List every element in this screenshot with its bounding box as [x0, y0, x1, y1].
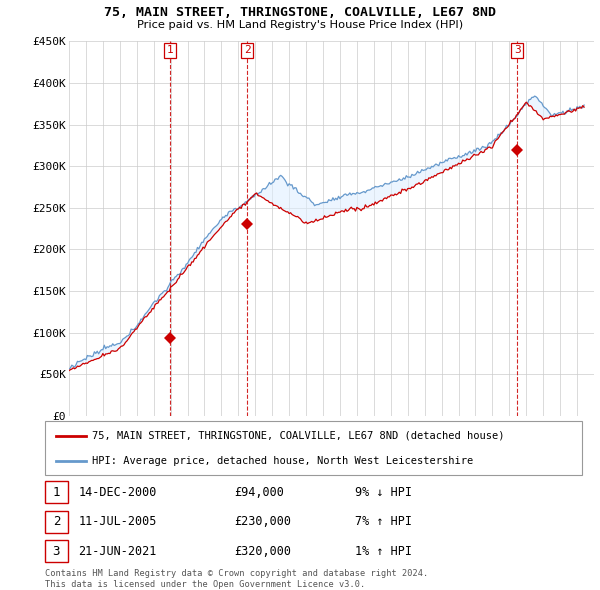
Text: 7% ↑ HPI: 7% ↑ HPI [355, 515, 412, 529]
Text: 1: 1 [53, 486, 60, 499]
Text: 2: 2 [244, 45, 251, 55]
Text: 2: 2 [53, 515, 60, 529]
Text: 9% ↓ HPI: 9% ↓ HPI [355, 486, 412, 499]
Text: 21-JUN-2021: 21-JUN-2021 [79, 545, 157, 558]
Text: 75, MAIN STREET, THRINGSTONE, COALVILLE, LE67 8ND: 75, MAIN STREET, THRINGSTONE, COALVILLE,… [104, 6, 496, 19]
Text: 75, MAIN STREET, THRINGSTONE, COALVILLE, LE67 8ND (detached house): 75, MAIN STREET, THRINGSTONE, COALVILLE,… [92, 431, 504, 441]
Text: 11-JUL-2005: 11-JUL-2005 [79, 515, 157, 529]
Text: £320,000: £320,000 [235, 545, 292, 558]
Text: 1% ↑ HPI: 1% ↑ HPI [355, 545, 412, 558]
Text: Price paid vs. HM Land Registry's House Price Index (HPI): Price paid vs. HM Land Registry's House … [137, 20, 463, 30]
Text: 14-DEC-2000: 14-DEC-2000 [79, 486, 157, 499]
Text: 3: 3 [53, 545, 60, 558]
Text: £230,000: £230,000 [235, 515, 292, 529]
Text: 1: 1 [166, 45, 173, 55]
Text: 3: 3 [514, 45, 521, 55]
Text: HPI: Average price, detached house, North West Leicestershire: HPI: Average price, detached house, Nort… [92, 457, 473, 466]
Text: £94,000: £94,000 [235, 486, 284, 499]
Text: Contains HM Land Registry data © Crown copyright and database right 2024.
This d: Contains HM Land Registry data © Crown c… [45, 569, 428, 589]
